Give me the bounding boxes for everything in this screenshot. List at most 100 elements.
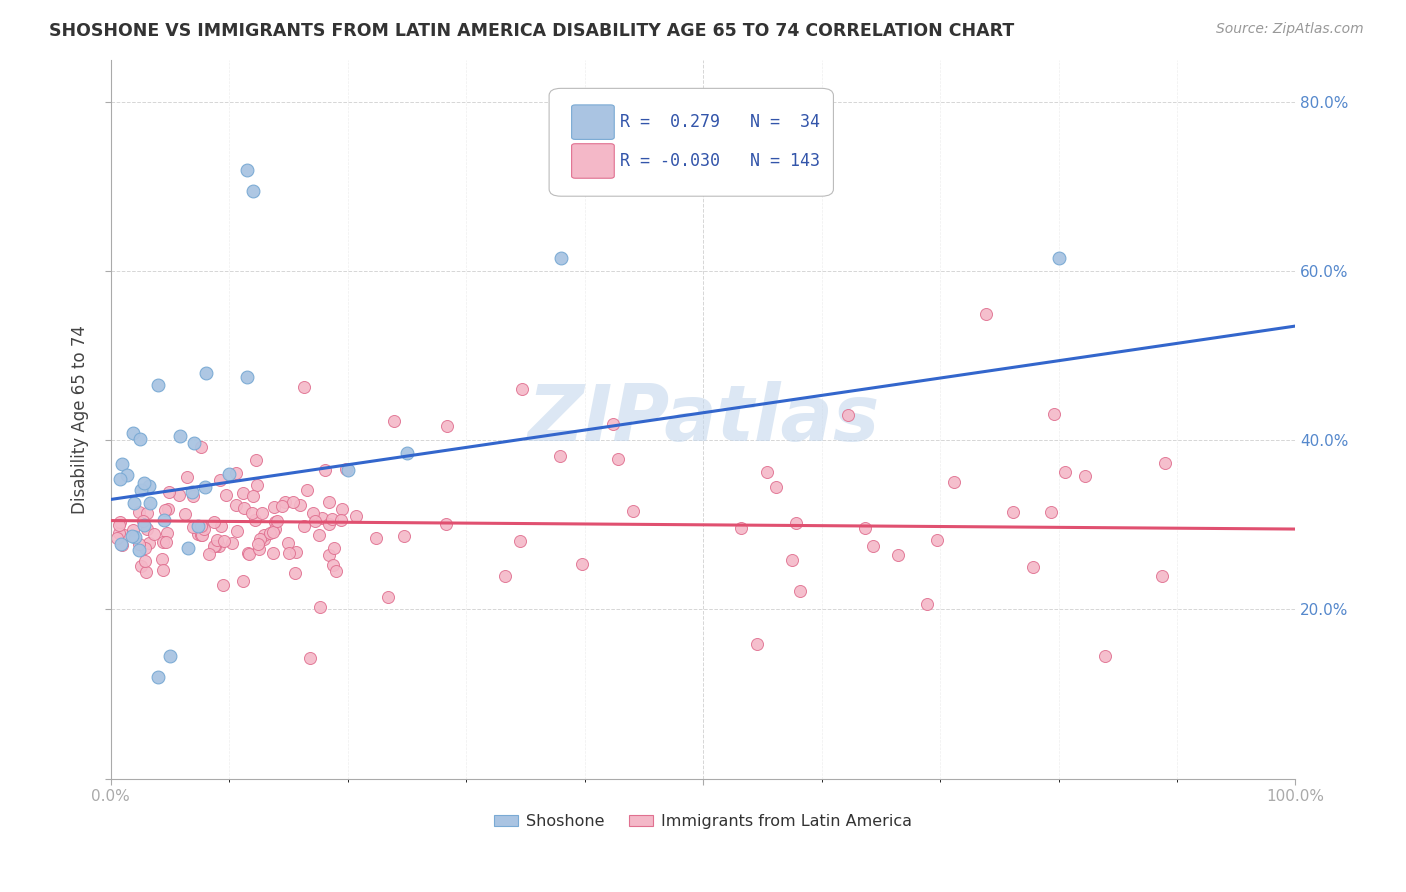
Point — [193, 522, 215, 536]
Point — [915, 598, 938, 612]
Point — [242, 489, 264, 503]
Text: R = -0.030   N = 143: R = -0.030 N = 143 — [620, 152, 820, 170]
Point — [243, 513, 266, 527]
Point — [242, 184, 264, 198]
Point — [107, 518, 129, 533]
Point — [780, 553, 803, 567]
Point — [1154, 456, 1177, 470]
Point — [266, 514, 288, 528]
Point — [756, 466, 779, 480]
Point — [247, 541, 270, 556]
Point — [108, 472, 131, 486]
Point — [136, 522, 159, 536]
Point — [330, 513, 353, 527]
Point — [253, 528, 276, 542]
Point — [236, 369, 259, 384]
Point — [156, 525, 179, 540]
Point — [1022, 559, 1045, 574]
Point — [322, 558, 344, 572]
Point — [132, 518, 155, 533]
Point — [208, 539, 231, 553]
Point — [252, 506, 274, 520]
Point — [246, 537, 269, 551]
Point — [191, 519, 214, 533]
Point — [232, 485, 254, 500]
Point — [621, 504, 644, 518]
Point — [174, 507, 197, 521]
Point — [335, 462, 357, 476]
Point — [240, 506, 263, 520]
Point — [138, 535, 160, 549]
Point — [211, 578, 233, 592]
Point — [1152, 569, 1174, 583]
Point — [1001, 505, 1024, 519]
Point — [263, 522, 285, 536]
Point — [249, 532, 271, 546]
Text: ZIPatlas: ZIPatlas — [527, 381, 879, 457]
Point — [837, 408, 859, 422]
Point — [135, 565, 157, 579]
Point — [302, 506, 325, 520]
Point — [181, 485, 204, 500]
Point — [152, 563, 174, 577]
Point — [1040, 505, 1063, 519]
Point — [745, 637, 768, 651]
Point — [129, 483, 152, 497]
Point — [232, 574, 254, 588]
Point — [308, 528, 330, 542]
Point — [108, 525, 131, 540]
Point — [887, 548, 910, 562]
Point — [281, 495, 304, 509]
Point — [138, 479, 160, 493]
Point — [785, 516, 807, 530]
Point — [284, 545, 307, 559]
Point — [925, 533, 948, 547]
Point — [1074, 468, 1097, 483]
Point — [292, 519, 315, 533]
Point — [318, 494, 340, 508]
Point — [395, 446, 418, 460]
Point — [434, 517, 457, 532]
Point — [277, 546, 299, 560]
Point — [330, 502, 353, 516]
Point — [112, 527, 135, 541]
Point — [202, 515, 225, 529]
Point — [233, 500, 256, 515]
Point — [309, 600, 332, 615]
Point — [132, 475, 155, 490]
Point — [274, 495, 297, 509]
FancyBboxPatch shape — [572, 144, 614, 178]
FancyBboxPatch shape — [550, 88, 834, 196]
Point — [1047, 252, 1070, 266]
Point — [139, 496, 162, 510]
Point — [124, 496, 146, 510]
Point — [510, 382, 533, 396]
Point — [191, 528, 214, 542]
Point — [221, 535, 243, 549]
Point — [205, 533, 228, 548]
Point — [974, 306, 997, 320]
Text: Source: ZipAtlas.com: Source: ZipAtlas.com — [1216, 22, 1364, 37]
Point — [943, 475, 966, 490]
Point — [129, 432, 152, 446]
Point — [111, 538, 134, 552]
Point — [225, 499, 247, 513]
Point — [155, 535, 177, 549]
Point — [377, 590, 399, 604]
Point — [167, 488, 190, 502]
Legend: Shoshone, Immigrants from Latin America: Shoshone, Immigrants from Latin America — [488, 807, 918, 835]
Point — [169, 429, 191, 443]
Point — [392, 528, 415, 542]
Point — [218, 467, 240, 481]
Text: R =  0.279   N =  34: R = 0.279 N = 34 — [620, 113, 820, 131]
Point — [311, 511, 333, 525]
Point — [284, 566, 307, 580]
Point — [606, 451, 628, 466]
Point — [262, 524, 284, 539]
Point — [124, 531, 146, 545]
Point — [509, 534, 531, 549]
Point — [245, 453, 267, 467]
Point — [159, 648, 181, 663]
Point — [292, 380, 315, 394]
Point — [263, 515, 285, 529]
